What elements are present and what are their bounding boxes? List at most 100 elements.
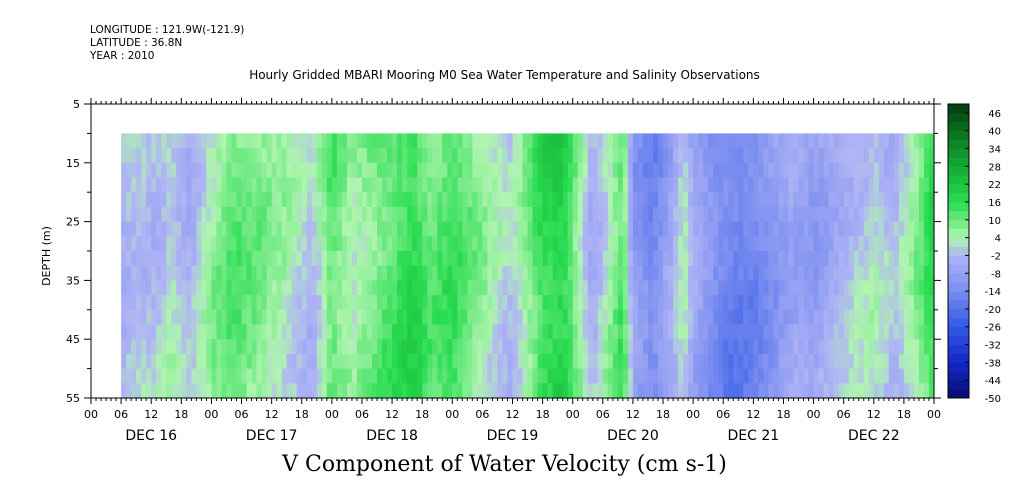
- heatmap-cell: [221, 280, 228, 296]
- heatmap-cell: [467, 309, 473, 326]
- heatmap-cell: [828, 192, 835, 208]
- heatmap-cell: [542, 162, 549, 179]
- heatmap-cell: [587, 206, 594, 223]
- heatmap-cell: [316, 280, 323, 296]
- heatmap-cell: [146, 353, 152, 370]
- heatmap-cell: [748, 324, 754, 340]
- heatmap-cell: [437, 368, 443, 384]
- heatmap-cell: [778, 265, 785, 281]
- heatmap-cell: [557, 368, 564, 384]
- heatmap-cell: [507, 295, 514, 311]
- heatmap-cell: [597, 353, 604, 370]
- heatmap-cell: [703, 192, 709, 208]
- heatmap-cell: [502, 368, 509, 384]
- heatmap-cell: [296, 133, 303, 149]
- heatmap-cell: [211, 324, 218, 340]
- heatmap-cell: [718, 324, 724, 340]
- heatmap-cell: [346, 324, 353, 340]
- heatmap-cell: [723, 339, 729, 355]
- heatmap-cell: [176, 177, 182, 193]
- heatmap-cell: [653, 192, 659, 208]
- heatmap-cell: [668, 148, 674, 164]
- heatmap-cell: [407, 162, 413, 179]
- heatmap-cell: [793, 192, 800, 208]
- heatmap-cell: [472, 383, 478, 399]
- heatmap-cell: [883, 236, 890, 252]
- heatmap-cell: [341, 265, 348, 281]
- heatmap-cell: [612, 192, 619, 208]
- heatmap-cell: [246, 324, 253, 340]
- heatmap-cell: [923, 236, 930, 252]
- heatmap-cell: [457, 221, 463, 237]
- heatmap-cell: [703, 353, 709, 370]
- heatmap-cell: [713, 206, 719, 223]
- heatmap-cell: [141, 324, 147, 340]
- heatmap-cell: [231, 251, 238, 267]
- heatmap-cell: [171, 353, 177, 370]
- heatmap-cell: [788, 177, 795, 193]
- heatmap-cell: [181, 280, 187, 296]
- heatmap-cell: [798, 324, 805, 340]
- heatmap-cell: [622, 353, 629, 370]
- heatmap-cell: [868, 368, 875, 384]
- heatmap-cell: [161, 280, 167, 296]
- heatmap-cell: [447, 280, 453, 296]
- heatmap-cell: [517, 192, 524, 208]
- heatmap-cell: [412, 383, 418, 399]
- heatmap-cell: [522, 295, 529, 311]
- heatmap-cell: [407, 265, 413, 281]
- heatmap-cell: [577, 221, 584, 237]
- heatmap-cell: [356, 339, 363, 355]
- heatmap-cell: [467, 206, 473, 223]
- heatmap-cell: [346, 383, 353, 399]
- heatmap-cell: [813, 133, 820, 149]
- heatmap-cell: [472, 368, 478, 384]
- heatmap-cell: [678, 133, 684, 149]
- heatmap-cell: [321, 251, 328, 267]
- heatmap-cell: [121, 309, 127, 326]
- heatmap-cell: [427, 265, 433, 281]
- colorbar-label: -32: [985, 341, 1001, 352]
- heatmap-cell: [788, 324, 795, 340]
- heatmap-cell: [858, 221, 865, 237]
- heatmap-cell: [703, 383, 709, 399]
- heatmap-cell: [607, 192, 614, 208]
- x-hour-tick-label: 18: [295, 408, 309, 421]
- heatmap-cell: [261, 133, 268, 149]
- heatmap-cell: [402, 309, 408, 326]
- heatmap-cell: [331, 148, 338, 164]
- heatmap-cell: [843, 295, 850, 311]
- heatmap-cell: [928, 339, 935, 355]
- heatmap-cell: [276, 353, 283, 370]
- heatmap-cell: [256, 251, 263, 267]
- heatmap-cell: [738, 280, 744, 296]
- heatmap-cell: [853, 280, 860, 296]
- heatmap-cell: [658, 368, 664, 384]
- heatmap-cell: [301, 251, 308, 267]
- heatmap-cell: [883, 265, 890, 281]
- heatmap-cell: [271, 192, 278, 208]
- heatmap-cell: [537, 162, 544, 179]
- heatmap-cell: [422, 339, 428, 355]
- heatmap-cell: [497, 133, 504, 149]
- heatmap-cell: [341, 236, 348, 252]
- heatmap-cell: [793, 133, 800, 149]
- heatmap-cell: [788, 206, 795, 223]
- heatmap-cell: [858, 339, 865, 355]
- heatmap-cell: [246, 295, 253, 311]
- heatmap-cell: [913, 353, 920, 370]
- heatmap-cell: [898, 353, 905, 370]
- heatmap-cell: [331, 368, 338, 384]
- heatmap-cell: [261, 192, 268, 208]
- heatmap-cell: [678, 177, 684, 193]
- heatmap-cell: [803, 295, 810, 311]
- y-tick-label: 15: [66, 157, 80, 170]
- heatmap-cell: [301, 162, 308, 179]
- heatmap-cell: [457, 177, 463, 193]
- heatmap-cell: [236, 133, 243, 149]
- heatmap-cell: [908, 162, 915, 179]
- heatmap-cell: [823, 368, 830, 384]
- heatmap-cell: [873, 133, 880, 149]
- heatmap-cell: [828, 251, 835, 267]
- heatmap-cell: [768, 133, 775, 149]
